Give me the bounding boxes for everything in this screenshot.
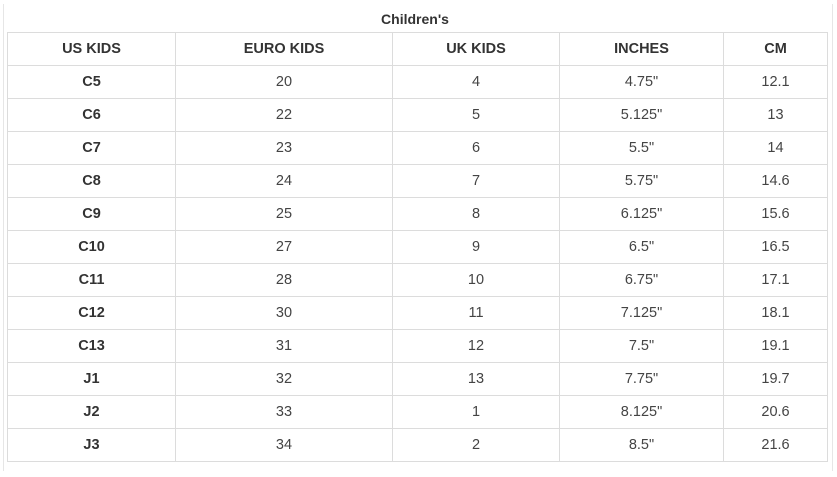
cell-uk-kids: 6	[392, 131, 560, 165]
cell-euro-kids: 34	[175, 428, 393, 462]
cell-cm: 16.5	[723, 230, 828, 264]
table-row: C8 24 7 5.75" 14.6	[7, 164, 828, 198]
cell-inches: 8.125"	[559, 395, 724, 429]
childrens-size-table: US KIDS EURO KIDS UK KIDS INCHES CM C5 2…	[7, 32, 828, 462]
table-caption: Children's	[381, 11, 449, 27]
table-row: C11 28 10 6.75" 17.1	[7, 263, 828, 297]
table-row: J2 33 1 8.125" 20.6	[7, 395, 828, 429]
cell-us-kids: C13	[7, 329, 176, 363]
cell-inches: 5.125"	[559, 98, 724, 132]
cell-uk-kids: 9	[392, 230, 560, 264]
cell-euro-kids: 20	[175, 65, 393, 99]
cell-cm: 19.7	[723, 362, 828, 396]
cell-inches: 7.75"	[559, 362, 724, 396]
cell-euro-kids: 28	[175, 263, 393, 297]
cell-euro-kids: 33	[175, 395, 393, 429]
cell-cm: 18.1	[723, 296, 828, 330]
cell-inches: 7.5"	[559, 329, 724, 363]
table-row: C7 23 6 5.5" 14	[7, 131, 828, 165]
cell-us-kids: C5	[7, 65, 176, 99]
cell-us-kids: C8	[7, 164, 176, 198]
cell-uk-kids: 10	[392, 263, 560, 297]
column-header-euro-kids: EURO KIDS	[175, 32, 393, 66]
cell-uk-kids: 1	[392, 395, 560, 429]
cell-inches: 7.125"	[559, 296, 724, 330]
cell-uk-kids: 5	[392, 98, 560, 132]
cell-us-kids: C9	[7, 197, 176, 231]
table-row: C5 20 4 4.75" 12.1	[7, 65, 828, 99]
cell-cm: 12.1	[723, 65, 828, 99]
cell-inches: 6.5"	[559, 230, 724, 264]
cell-us-kids: J1	[7, 362, 176, 396]
cell-inches: 6.75"	[559, 263, 724, 297]
cell-euro-kids: 23	[175, 131, 393, 165]
cell-uk-kids: 13	[392, 362, 560, 396]
table-row: C9 25 8 6.125" 15.6	[7, 197, 828, 231]
cell-inches: 8.5"	[559, 428, 724, 462]
column-header-inches: INCHES	[559, 32, 724, 66]
cell-uk-kids: 2	[392, 428, 560, 462]
cell-uk-kids: 8	[392, 197, 560, 231]
cell-cm: 19.1	[723, 329, 828, 363]
cell-us-kids: C6	[7, 98, 176, 132]
cell-us-kids: C10	[7, 230, 176, 264]
table-row: J3 34 2 8.5" 21.6	[7, 428, 828, 462]
table-row: J1 32 13 7.75" 19.7	[7, 362, 828, 396]
cell-inches: 4.75"	[559, 65, 724, 99]
column-header-uk-kids: UK KIDS	[392, 32, 560, 66]
cell-euro-kids: 27	[175, 230, 393, 264]
cell-euro-kids: 24	[175, 164, 393, 198]
header-row: US KIDS EURO KIDS UK KIDS INCHES CM	[7, 32, 828, 66]
cell-uk-kids: 7	[392, 164, 560, 198]
cell-inches: 5.75"	[559, 164, 724, 198]
column-header-us-kids: US KIDS	[7, 32, 176, 66]
cell-euro-kids: 25	[175, 197, 393, 231]
cell-us-kids: C7	[7, 131, 176, 165]
cell-cm: 13	[723, 98, 828, 132]
table-row: C13 31 12 7.5" 19.1	[7, 329, 828, 363]
cell-cm: 15.6	[723, 197, 828, 231]
cell-euro-kids: 31	[175, 329, 393, 363]
cell-euro-kids: 32	[175, 362, 393, 396]
column-header-cm: CM	[723, 32, 828, 66]
cell-inches: 5.5"	[559, 131, 724, 165]
cell-cm: 14	[723, 131, 828, 165]
cell-inches: 6.125"	[559, 197, 724, 231]
cell-us-kids: C12	[7, 296, 176, 330]
table-row: C12 30 11 7.125" 18.1	[7, 296, 828, 330]
cell-cm: 17.1	[723, 263, 828, 297]
cell-us-kids: J2	[7, 395, 176, 429]
cell-us-kids: C11	[7, 263, 176, 297]
cell-euro-kids: 22	[175, 98, 393, 132]
size-chart-frame	[3, 4, 833, 471]
cell-cm: 20.6	[723, 395, 828, 429]
cell-uk-kids: 4	[392, 65, 560, 99]
cell-uk-kids: 11	[392, 296, 560, 330]
table-row: C6 22 5 5.125" 13	[7, 98, 828, 132]
cell-euro-kids: 30	[175, 296, 393, 330]
cell-cm: 21.6	[723, 428, 828, 462]
cell-uk-kids: 12	[392, 329, 560, 363]
cell-cm: 14.6	[723, 164, 828, 198]
cell-us-kids: J3	[7, 428, 176, 462]
table-row: C10 27 9 6.5" 16.5	[7, 230, 828, 264]
